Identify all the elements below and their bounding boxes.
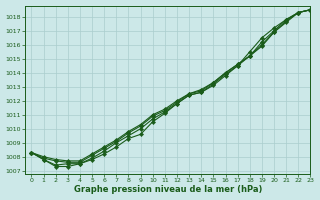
X-axis label: Graphe pression niveau de la mer (hPa): Graphe pression niveau de la mer (hPa) (74, 185, 262, 194)
